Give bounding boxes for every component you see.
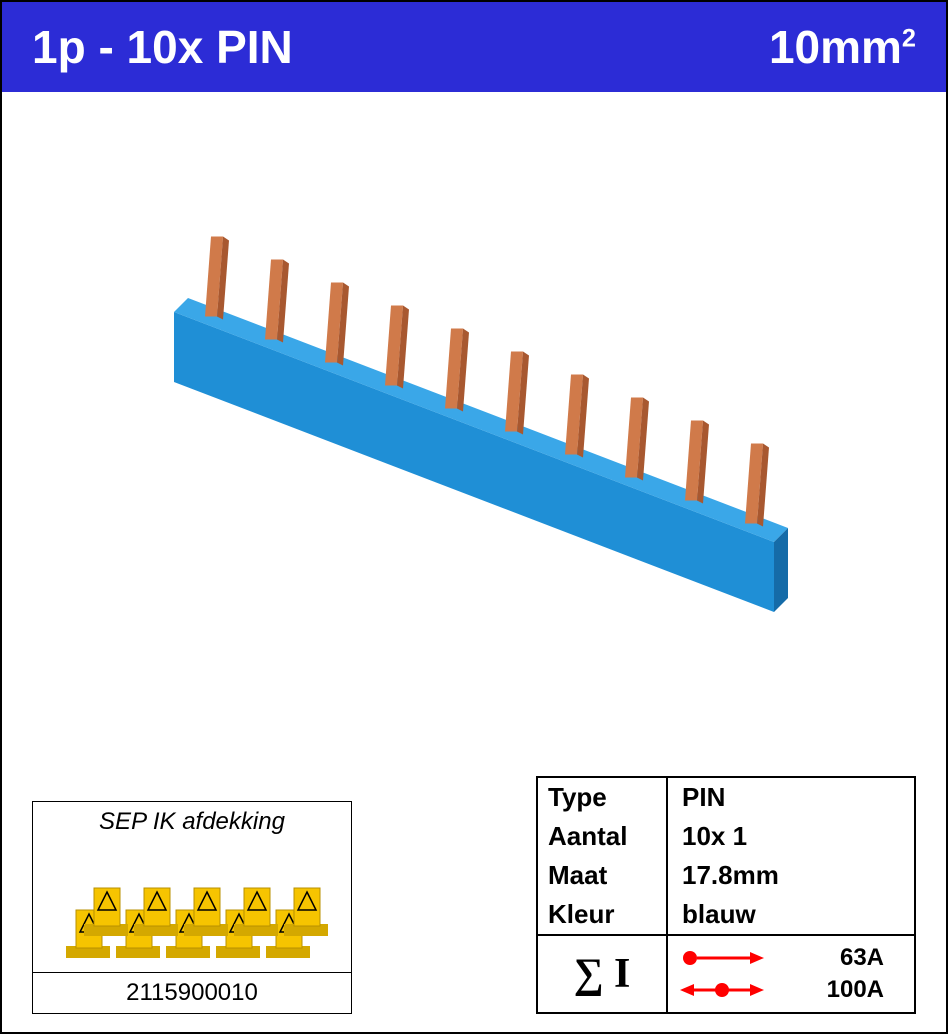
spec-table: TypePINAantal10x 1Maat17.8mmKleurblauw ∑… [536, 776, 916, 1014]
spec-label: Kleur [538, 895, 668, 934]
spec-row: Maat17.8mm [538, 856, 914, 895]
spec-row: TypePIN [538, 778, 914, 817]
spec-label: Maat [538, 856, 668, 895]
ratings-row: ∑ I 63A 100A [538, 934, 914, 1012]
single-arrow-icon [678, 947, 768, 969]
busbar-illustration [94, 142, 854, 662]
rating-line: 63A [678, 942, 904, 974]
rating-value: 63A [834, 944, 904, 972]
spec-value: 10x 1 [668, 817, 914, 856]
header-left-text: 1p - 10x PIN [32, 20, 293, 74]
double-arrow-icon [678, 979, 768, 1001]
accessory-box: SEP IK afdekking 2115900010 [32, 801, 352, 1014]
rating-line: 100A [678, 974, 904, 1006]
accessory-title: SEP IK afdekking [33, 802, 351, 842]
spec-label: Aantal [538, 817, 668, 856]
spec-row: Aantal10x 1 [538, 817, 914, 856]
spec-row: Kleurblauw [538, 895, 914, 934]
accessory-illustration [52, 856, 332, 966]
product-image-area [2, 92, 946, 712]
spec-value: blauw [668, 895, 914, 934]
rating-value: 100A [827, 976, 904, 1004]
spec-value: PIN [668, 778, 914, 817]
footer-row: SEP IK afdekking 2115900010 TypePINAanta… [32, 776, 916, 1014]
accessory-image [33, 842, 351, 972]
accessory-code: 2115900010 [33, 972, 351, 1013]
header-right-text: 10mm2 [769, 20, 916, 74]
spec-label: Type [538, 778, 668, 817]
sigma-label: ∑ I [538, 936, 668, 1012]
header-bar: 1p - 10x PIN 10mm2 [2, 2, 946, 92]
ratings-cell: 63A 100A [668, 936, 914, 1012]
spec-value: 17.8mm [668, 856, 914, 895]
